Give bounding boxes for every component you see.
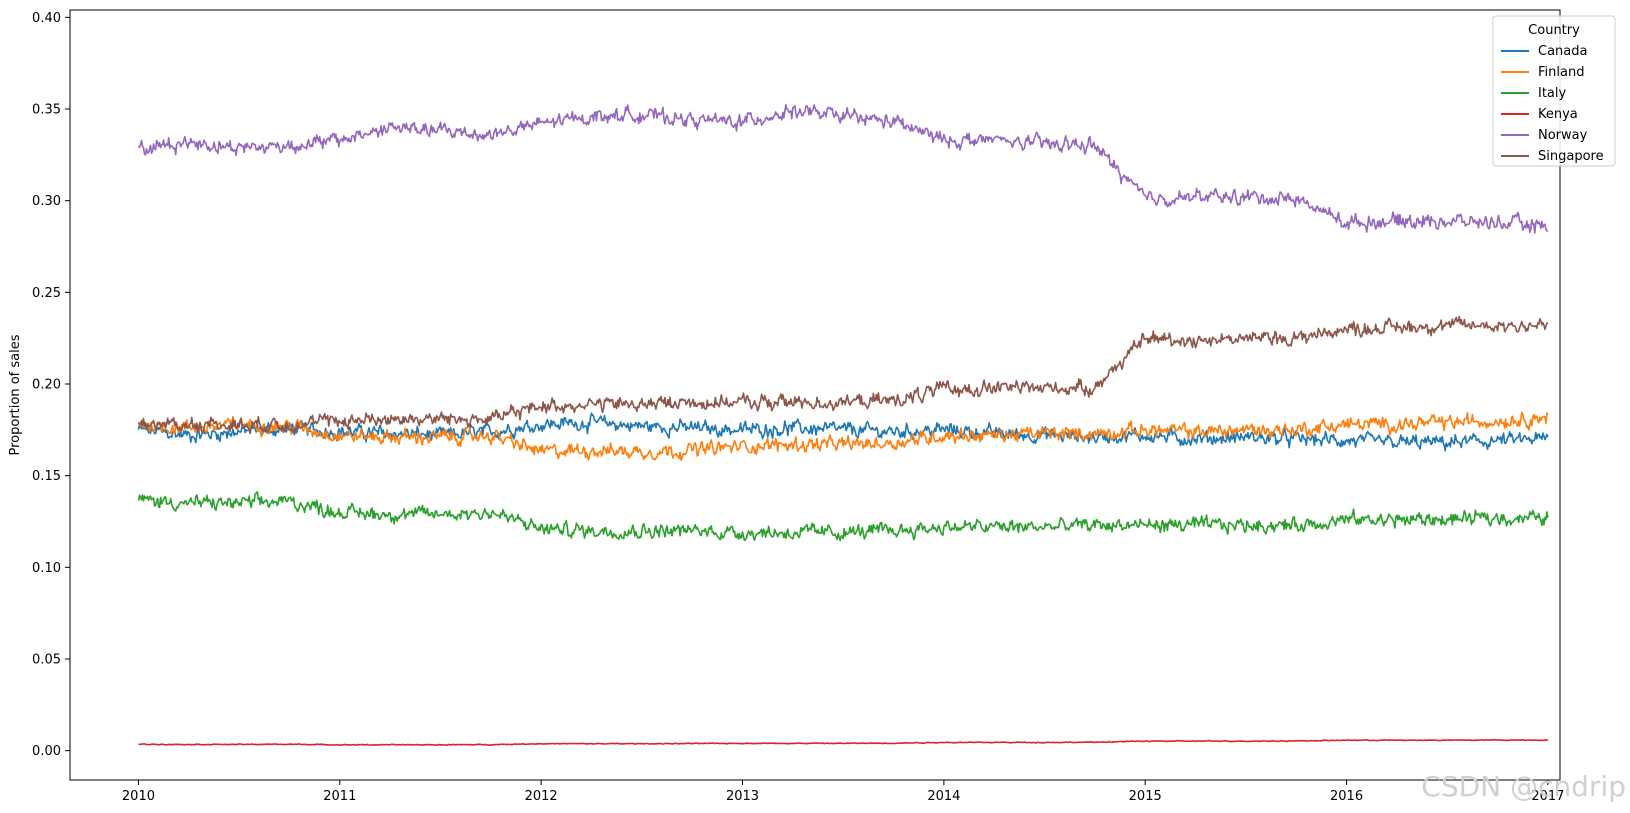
y-axis-title: Proportion of sales [8, 334, 23, 455]
watermark: CSDN @cndrip [1421, 770, 1626, 803]
x-tick-label: 2016 [1330, 789, 1363, 804]
y-tick-label: 0.30 [32, 194, 61, 209]
series-line-finland [137, 411, 1549, 462]
x-tick-label: 2014 [927, 789, 960, 804]
legend-label: Canada [1538, 44, 1587, 59]
legend-label: Italy [1538, 86, 1567, 101]
y-tick-label: 0.25 [32, 286, 61, 301]
y-axis: 0.00 0.05 0.10 0.15 0.20 0.25 0.30 0.35 0.40 [32, 11, 70, 759]
legend-label: Kenya [1538, 107, 1578, 122]
series-line-kenya [138, 738, 1548, 747]
x-tick-label: 2015 [1129, 789, 1162, 804]
plot-frame [69, 9, 1561, 781]
legend-label: Singapore [1538, 149, 1604, 164]
x-axis: 2010 2011 2012 2013 2014 2015 2016 2017 [122, 780, 1564, 804]
x-tick-label: 2012 [525, 789, 558, 804]
legend-label: Finland [1538, 65, 1584, 80]
series-line-singapore [137, 315, 1548, 435]
legend-title: Country [1528, 23, 1580, 38]
x-tick-label: 2011 [323, 789, 356, 804]
x-tick-label: 2013 [726, 789, 759, 804]
series-line-italy [137, 491, 1549, 542]
y-tick-label: 0.10 [32, 561, 61, 576]
series-line-canada [137, 412, 1549, 452]
legend-label: Norway [1538, 128, 1588, 143]
series-line-norway [137, 103, 1549, 234]
y-tick-label: 0.40 [32, 11, 61, 26]
series-layer [137, 103, 1549, 747]
y-tick-label: 0.35 [32, 103, 61, 118]
y-tick-label: 0.00 [32, 744, 61, 759]
y-tick-label: 0.20 [32, 378, 61, 393]
x-tick-label: 2017 [1531, 789, 1564, 804]
legend-box [1492, 15, 1616, 167]
y-tick-label: 0.15 [32, 469, 61, 484]
y-tick-label: 0.05 [32, 653, 61, 668]
x-tick-label: 2010 [122, 789, 155, 804]
legend: Country Canada Finland Italy Kenya Norway Sing… [1492, 15, 1616, 167]
